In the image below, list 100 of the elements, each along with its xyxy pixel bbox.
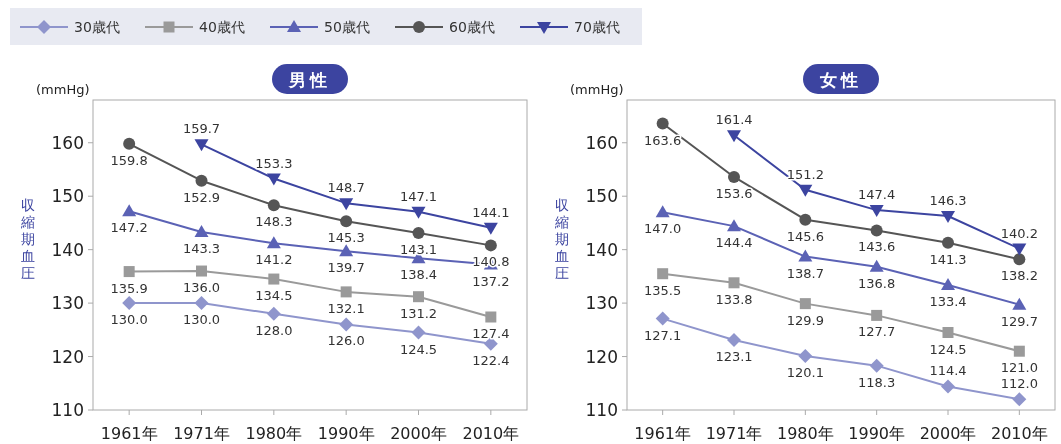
point — [123, 266, 135, 278]
point — [266, 236, 281, 249]
data-label: 151.2 — [786, 166, 824, 182]
point — [266, 173, 281, 186]
x-tick-label: 1971年 — [705, 424, 763, 443]
data-label: 114.4 — [929, 363, 967, 379]
x-tick-label: 1980年 — [245, 424, 303, 443]
data-label: 127.1 — [644, 327, 682, 343]
data-label: 130.0 — [182, 312, 221, 328]
data-label: 148.7 — [327, 180, 365, 196]
point — [799, 298, 811, 310]
y-tick-label: 150 — [51, 186, 84, 207]
point — [266, 306, 281, 321]
data-label: 132.1 — [327, 300, 365, 316]
x-tick-label: 1990年 — [317, 424, 375, 443]
point — [1012, 243, 1027, 256]
data-label: 141.3 — [929, 251, 967, 267]
data-label: 141.2 — [255, 252, 293, 268]
point — [728, 277, 740, 289]
point — [195, 174, 208, 187]
data-label: 161.4 — [715, 112, 753, 128]
legend-label: 40歳代 — [199, 19, 245, 35]
point — [869, 205, 884, 218]
x-tick-label: 1961年 — [634, 424, 692, 443]
chart-title: 男性 — [288, 70, 331, 90]
x-tick-label: 2010年 — [462, 424, 520, 443]
point — [485, 311, 497, 323]
legend-label: 60歳代 — [449, 19, 495, 35]
data-label: 127.7 — [858, 324, 896, 340]
data-label: 134.5 — [255, 288, 293, 304]
point — [1013, 253, 1026, 266]
text: (mmHg) — [570, 82, 624, 97]
point — [194, 296, 209, 311]
point — [122, 204, 137, 217]
data-label: 123.1 — [715, 348, 753, 364]
point — [1012, 392, 1027, 407]
data-label: 121.0 — [1000, 360, 1038, 376]
data-label: 136.0 — [182, 280, 221, 296]
point — [941, 379, 955, 394]
point — [194, 139, 209, 152]
data-label: 129.7 — [1000, 313, 1038, 329]
point — [339, 317, 354, 332]
data-label: 139.7 — [327, 260, 365, 276]
data-label: 153.3 — [255, 155, 293, 171]
data-label: 138.2 — [1000, 268, 1038, 284]
data-label: 153.6 — [715, 185, 753, 201]
point — [413, 291, 424, 303]
data-label: 118.3 — [858, 374, 896, 390]
data-label: 148.3 — [255, 214, 293, 230]
data-label: 129.9 — [786, 312, 824, 328]
data-label: 138.4 — [399, 267, 438, 283]
data-label: 112.0 — [1000, 376, 1038, 392]
y-axis-title: 収縮期血圧 — [20, 197, 35, 281]
data-label: 144.4 — [715, 235, 753, 251]
data-label: 159.8 — [110, 152, 148, 168]
data-label: 124.5 — [399, 341, 438, 357]
x-tick-label: 1971年 — [173, 424, 230, 443]
data-label: 145.6 — [786, 228, 824, 244]
data-label: 143.3 — [182, 241, 221, 257]
x-tick-label: 1961年 — [100, 424, 158, 443]
point — [1013, 345, 1025, 357]
point — [483, 222, 498, 235]
data-label: 138.7 — [786, 265, 824, 281]
data-label: 144.1 — [472, 204, 510, 220]
y-tick-label: 160 — [51, 132, 84, 153]
y-tick-label: 120 — [585, 346, 618, 367]
data-label: 159.7 — [182, 121, 221, 137]
data-label: 147.4 — [858, 187, 896, 203]
y-axis-title: 収縮期血圧 — [554, 197, 569, 281]
point — [941, 210, 955, 223]
point — [799, 213, 812, 226]
y-tick-label: 150 — [585, 186, 618, 207]
point — [339, 198, 354, 211]
point — [727, 219, 741, 232]
chart-title: 女性 — [819, 70, 862, 90]
y-tick-label: 130 — [51, 293, 84, 314]
point — [268, 273, 280, 285]
point — [267, 199, 280, 212]
data-label: 128.0 — [255, 322, 293, 338]
x-tick-label: 1980年 — [776, 424, 834, 443]
point — [798, 249, 813, 262]
data-label: 136.8 — [858, 275, 896, 291]
point — [340, 286, 352, 298]
point — [484, 239, 497, 252]
y-tick-label: 110 — [585, 400, 618, 420]
point — [871, 309, 883, 321]
legend-label: 50歳代 — [324, 19, 370, 35]
y-tick-label: 140 — [585, 239, 618, 260]
data-label: 124.5 — [929, 341, 967, 357]
data-label: 130.0 — [110, 312, 148, 328]
y-tick-label: 140 — [51, 239, 84, 260]
data-label: 143.1 — [399, 242, 438, 258]
legend-label: 30歳代 — [74, 19, 120, 35]
data-label: 147.1 — [399, 188, 438, 204]
point — [123, 137, 136, 150]
text: (mmHg) — [36, 82, 90, 97]
data-label: 147.2 — [110, 220, 148, 236]
data-label: 126.0 — [327, 333, 365, 349]
point — [941, 277, 955, 290]
data-label: 145.3 — [327, 230, 365, 246]
